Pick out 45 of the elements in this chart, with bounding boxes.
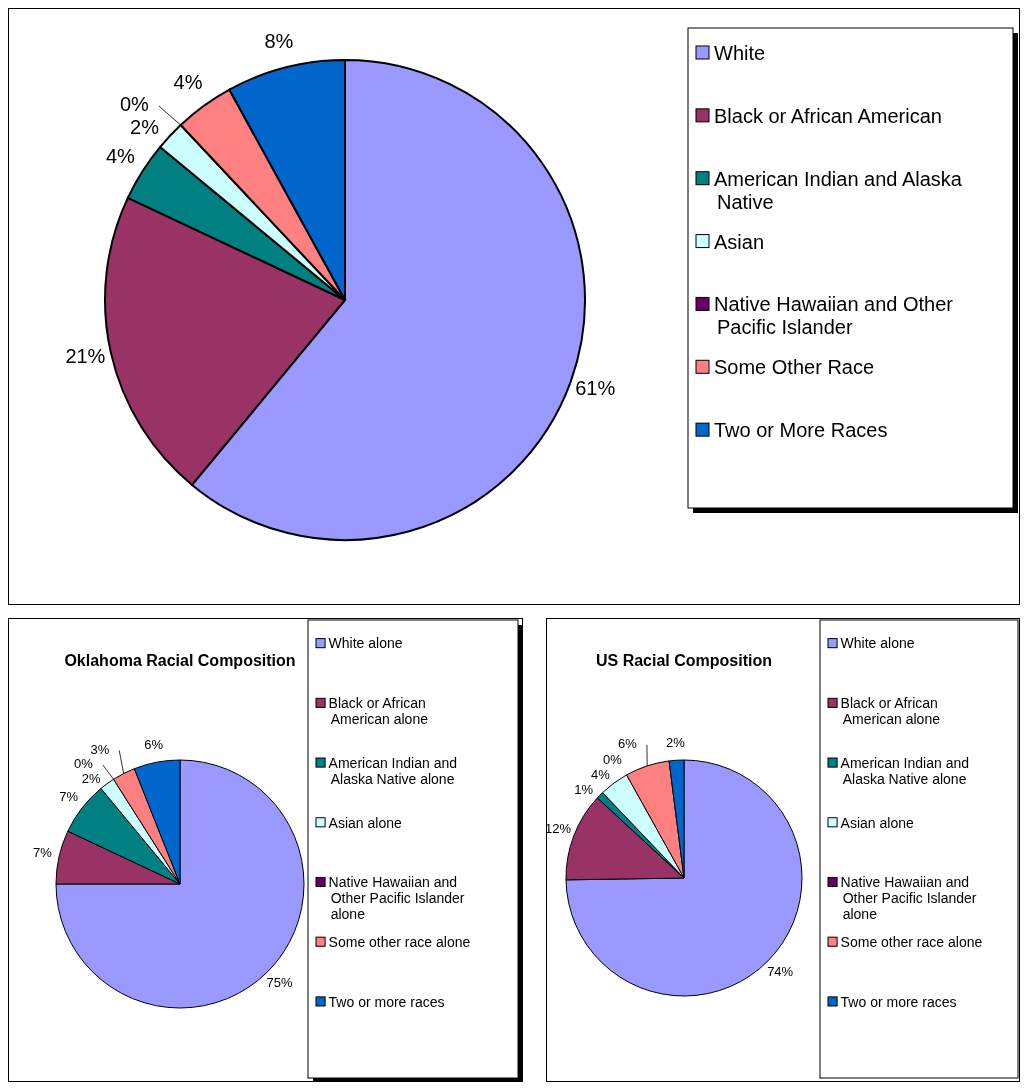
text: US Racial Composition [595,652,773,669]
legend-label: Native Hawaiian and Other Pacific Islander alone [840,874,977,923]
legend-label: Black or African American alone [840,695,941,728]
text: 0% [120,93,149,116]
legend-label: Asian alone [328,814,402,831]
legend-label: Some Other Race [714,356,875,379]
legend-label: White [714,42,766,64]
data-label: 74% [767,964,794,980]
data-label: 1% [574,781,594,797]
text: 0% [74,756,93,772]
data-label: 4% [105,144,136,167]
data-label: 6% [144,737,164,753]
data-label: 4% [173,71,203,94]
legend-label: White alone [328,635,403,652]
data-label: 21% [65,345,106,368]
data-label: 75% [266,975,294,991]
text: 0% [603,751,622,767]
data-label: 3% [90,741,110,757]
legend-label: White alone [840,635,915,652]
legend-label: Asian [714,230,765,253]
data-label: 2% [666,734,686,750]
legend-label: Native Hawaiian and Other Pacific Islander [714,293,954,339]
legend-label: Some other race alone [840,933,983,950]
legend-label: American Indian and Alaska Native alone [328,754,458,787]
legend-label: American Indian and Alaska Native alone [840,754,970,787]
legend-label: Some other race alone [328,933,471,950]
data-label: 2% [81,771,102,787]
text: Oklahoma Racial Composition [64,652,296,669]
data-label: 7% [33,844,53,860]
data-label: 2% [130,116,160,139]
data-label: 4% [591,766,611,782]
legend-label: American Indian and Alaska Native [714,167,963,213]
legend-label: Black or African American alone [328,695,429,728]
legend-label: Two or more races [840,993,957,1010]
data-label: 7% [59,789,79,805]
data-label: 6% [618,736,638,752]
legend-label: Native Hawaiian and Other Pacific Islander alone [328,874,465,923]
data-label: 8% [264,29,294,52]
data-label: 12% [544,821,572,837]
pie-slice [55,759,305,1009]
data-label: 61% [575,377,616,400]
legend-label: Two or More Races [714,419,888,442]
legend-label: Two or more races [328,993,445,1010]
legend-label: Black or African American [714,104,942,127]
legend-label: Asian alone [840,814,914,831]
